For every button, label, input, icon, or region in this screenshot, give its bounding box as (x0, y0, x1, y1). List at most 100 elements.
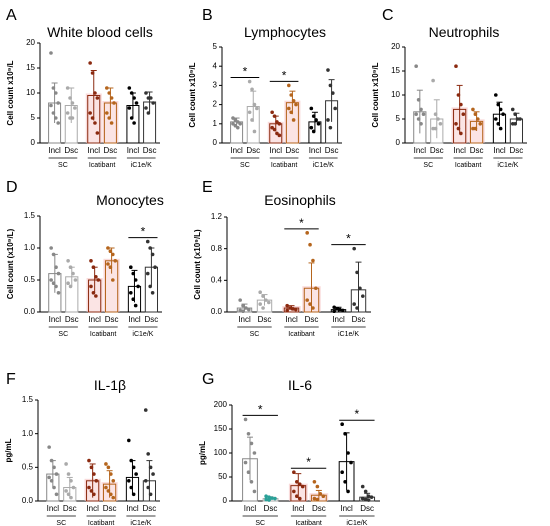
data-point (129, 485, 134, 490)
x-tick-label: Dsc (264, 504, 278, 513)
data-point (148, 96, 153, 100)
data-point (314, 286, 318, 291)
data-point (70, 116, 75, 120)
data-point (498, 107, 503, 112)
data-point (352, 246, 356, 251)
group-label: Icatibant (455, 162, 482, 169)
data-point (56, 291, 61, 295)
y-tick-label: 10 (26, 88, 35, 97)
data-point (433, 112, 438, 116)
significance-star: * (141, 225, 146, 239)
data-point (146, 111, 151, 115)
data-point (297, 496, 302, 501)
data-point (287, 83, 291, 88)
data-point (231, 122, 235, 126)
data-point (326, 118, 330, 122)
data-point (153, 265, 157, 270)
data-point (104, 462, 108, 466)
data-point (51, 281, 56, 286)
data-point (96, 278, 101, 282)
data-point (66, 472, 71, 476)
data-point (111, 278, 115, 282)
group-label: iC1e/K (313, 162, 334, 169)
x-tick-label: Incl (49, 315, 62, 324)
x-tick-label: Dsc (325, 146, 339, 155)
panel-label: G (202, 371, 214, 388)
data-point (68, 284, 73, 289)
data-point (231, 116, 235, 120)
group-label: iC1e/K (338, 331, 359, 338)
data-point (54, 492, 59, 497)
y-tick-label: 1 (213, 119, 218, 128)
group-label: Icatibant (295, 520, 322, 526)
data-point (144, 91, 148, 95)
significance-star: * (258, 402, 263, 416)
data-point (267, 498, 271, 502)
panel-title: IL-1β (94, 377, 126, 393)
data-point (49, 458, 54, 463)
data-point (314, 118, 318, 122)
x-tick-label: Dsc (143, 146, 157, 155)
y-tick-label: 0 (213, 138, 218, 147)
data-point (277, 122, 282, 126)
data-point (346, 451, 350, 455)
data-point (92, 472, 96, 476)
data-point (113, 259, 118, 263)
data-point (129, 291, 133, 295)
data-point (272, 127, 277, 132)
data-point (89, 284, 93, 289)
data-point (363, 497, 368, 502)
y-tick-label: 0.0 (211, 307, 223, 316)
data-point (68, 265, 73, 270)
x-tick-label: Dsc (510, 146, 524, 155)
panel-D: D Monocytes 0.0 0.5 1.0 1.5 Cell count (x10⁹/L… (6, 179, 164, 338)
group-label: SC (240, 162, 250, 169)
data-point (309, 125, 314, 130)
significance-star: * (282, 68, 287, 82)
x-tick-label: Incl (47, 504, 60, 513)
x-tick-label: Incl (86, 504, 99, 513)
group-label: iC1e/K (497, 162, 518, 169)
data-point (127, 106, 132, 110)
data-point (340, 422, 344, 427)
data-point (315, 484, 320, 489)
data-point (56, 271, 61, 276)
x-tick-label: Incl (244, 504, 257, 513)
data-point (250, 118, 254, 122)
data-point (146, 452, 150, 456)
data-point (127, 86, 132, 90)
data-point (267, 300, 271, 305)
data-point (355, 306, 359, 310)
data-point (501, 112, 505, 116)
data-point (233, 118, 238, 122)
data-point (330, 91, 335, 95)
data-point (65, 86, 70, 90)
x-tick-label: Incl (88, 315, 101, 324)
y-tick-label: 20 (26, 38, 35, 47)
data-point (285, 303, 289, 308)
data-point (277, 133, 282, 138)
x-tick-label: Dsc (105, 315, 119, 324)
data-point (431, 78, 435, 83)
data-point (65, 111, 70, 115)
data-point (369, 495, 374, 499)
data-point (352, 302, 356, 306)
data-point (131, 465, 136, 470)
x-tick-label: Incl (126, 504, 139, 513)
x-tick-label: Dsc (63, 504, 77, 513)
data-point (104, 485, 108, 490)
x-tick-label: Dsc (143, 504, 157, 513)
group-label: Icatibant (89, 162, 116, 169)
significance-star: * (243, 65, 248, 79)
data-point (289, 110, 294, 115)
data-point (94, 275, 98, 279)
panel-label: C (382, 7, 394, 24)
group-label: iC1e/K (130, 520, 151, 526)
x-tick-label: Incl (309, 146, 322, 155)
group-label: SC (423, 162, 433, 169)
significance-star: * (306, 455, 311, 469)
data-point (150, 252, 155, 257)
data-point (247, 79, 252, 84)
panel-label: F (6, 371, 16, 388)
